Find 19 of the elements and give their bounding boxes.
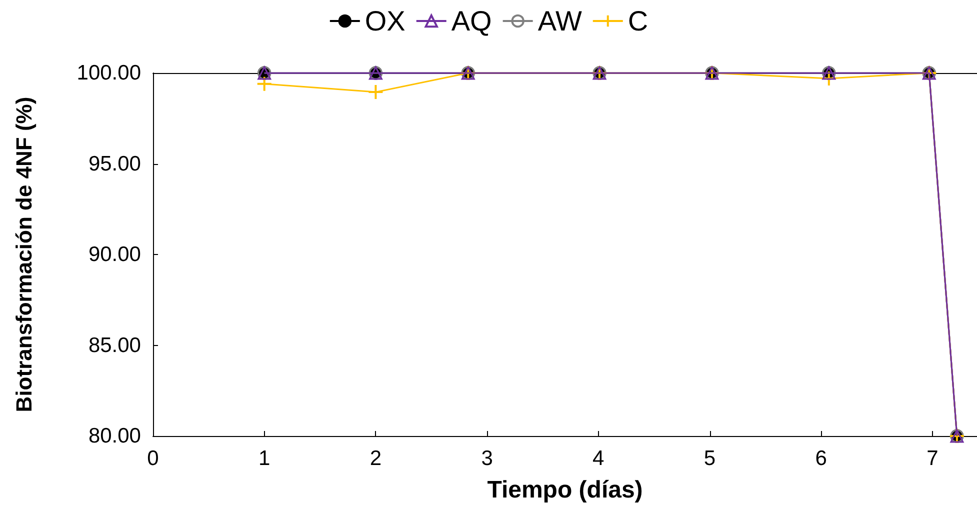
x-tick-label: 3 [481,447,493,470]
x-tick-label: 7 [926,447,938,470]
x-tick-label: 0 [147,447,159,470]
y-tick-label: 90.00 [88,243,141,266]
legend-label: AW [538,6,582,36]
legend-label: C [628,6,648,36]
x-axis-title: Tiempo (días) [487,476,643,504]
legend-label: OX [364,6,406,36]
x-tick-label: 1 [258,447,270,470]
x-tick-label: 5 [704,447,716,470]
x-tick-label: 2 [370,447,382,470]
y-tick-label: 85.00 [88,334,141,357]
y-tick-label: 95.00 [88,152,141,176]
y-tick-label: 100.00 [76,62,141,84]
x-tick-label: 4 [592,447,605,470]
y-tick-label: 80.00 [88,424,141,448]
x-tick-label: 6 [815,447,827,470]
legend-label: AQ [451,6,492,36]
y-axis-title: Biotransformación de 4NF (%) [12,96,36,412]
